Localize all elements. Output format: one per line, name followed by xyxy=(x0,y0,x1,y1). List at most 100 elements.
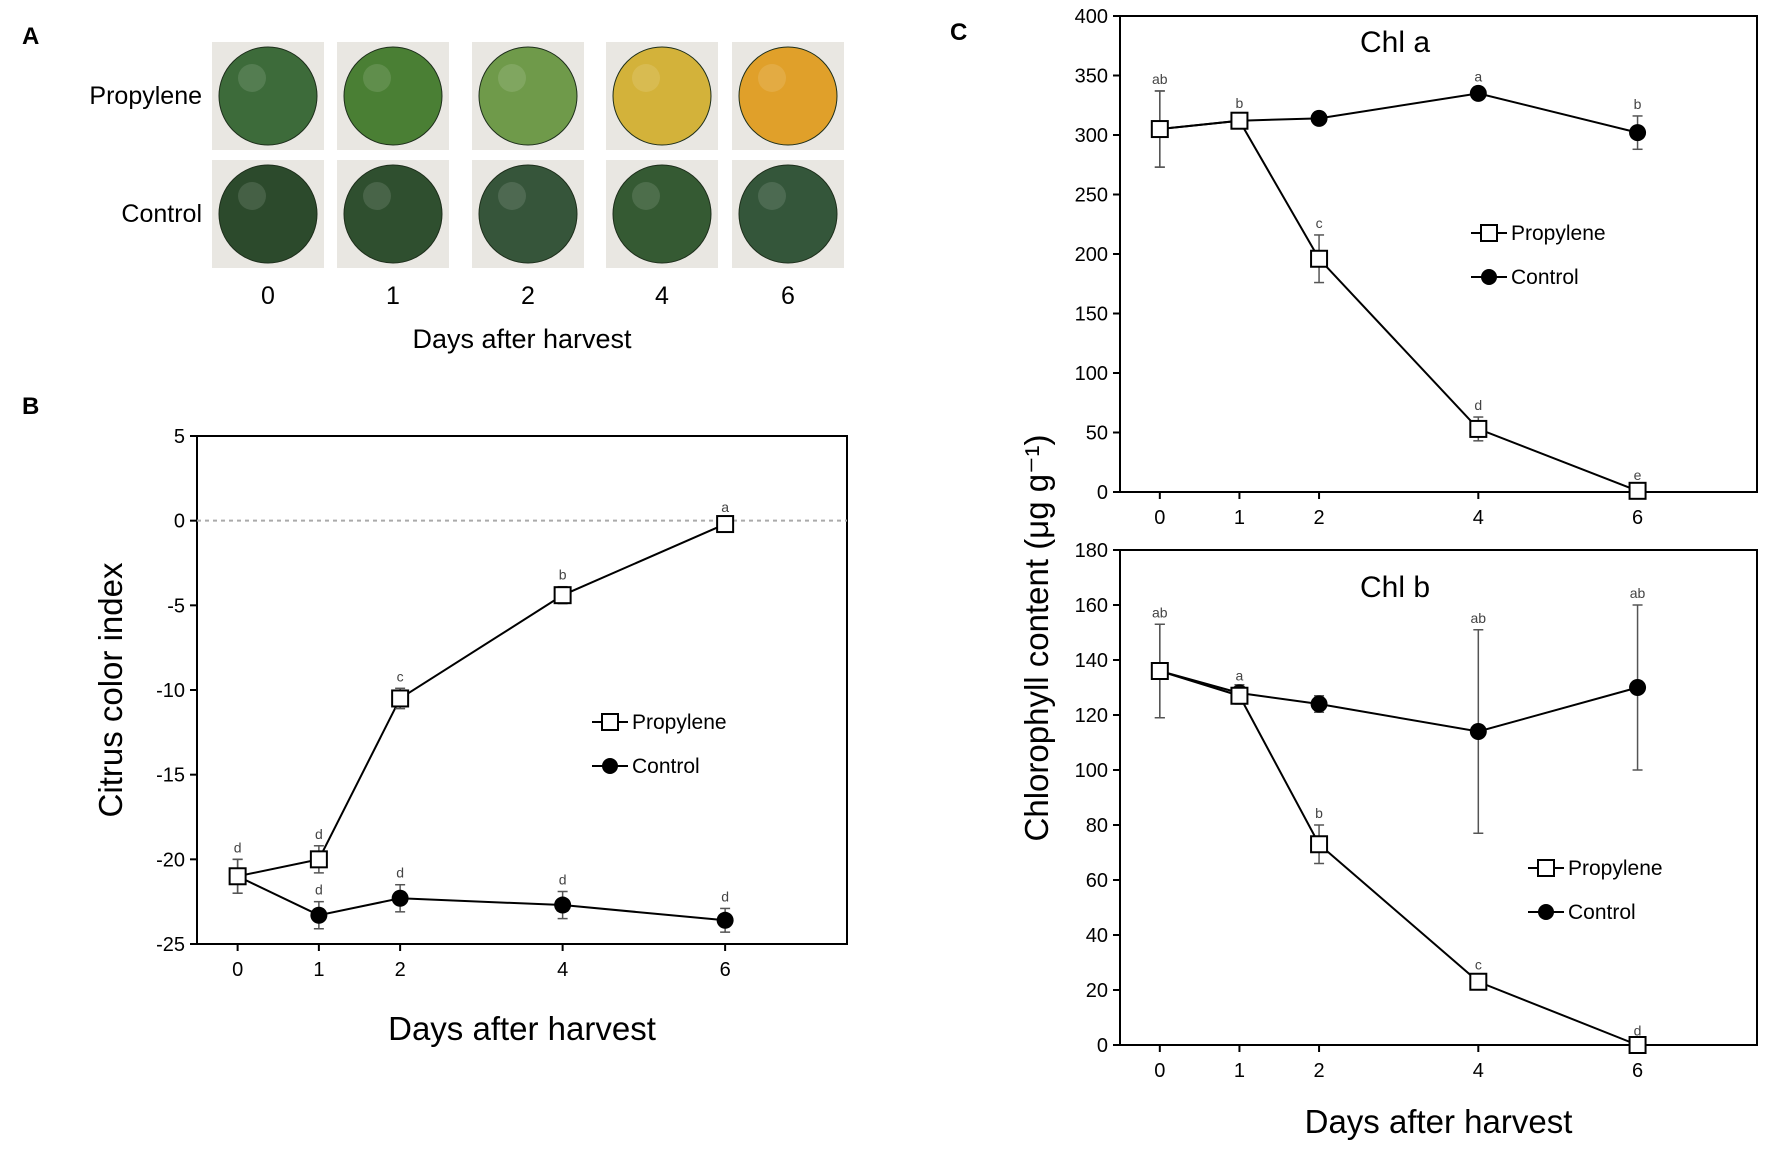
plot-frame xyxy=(196,435,848,945)
fruit-highlight xyxy=(758,64,786,92)
y-tick-label: 140 xyxy=(1075,650,1108,672)
y-tick-label: -15 xyxy=(156,765,185,787)
fruit-photo xyxy=(478,164,578,264)
day-label: 6 xyxy=(781,282,795,310)
propylene-point xyxy=(1628,1036,1647,1054)
propylene-point xyxy=(1310,249,1329,268)
x-axis-title: Days after harvest xyxy=(388,1010,656,1047)
y-tick-label: -25 xyxy=(156,934,185,956)
fruit-photo xyxy=(738,164,838,264)
row-label-propylene: Propylene xyxy=(89,82,202,110)
legend-propylene-marker xyxy=(601,713,619,731)
control-significance-letter: ab xyxy=(1630,585,1646,601)
y-tick-label: 160 xyxy=(1075,595,1108,617)
control-point xyxy=(1629,679,1647,696)
control-point xyxy=(391,889,409,907)
propylene-point xyxy=(1150,662,1169,680)
day-labels: 0 1 2 4 6 xyxy=(261,282,795,310)
y-tick-label: 80 xyxy=(1086,815,1108,837)
fruit-photo xyxy=(612,46,712,146)
x-tick-label: 0 xyxy=(1154,507,1165,529)
fruit-highlight xyxy=(363,64,391,92)
fruit-photo xyxy=(343,164,443,264)
fruit-highlight xyxy=(363,182,391,210)
propylene-point xyxy=(553,586,572,605)
fruit-photo xyxy=(218,164,318,264)
y-tick-label: 0 xyxy=(174,511,185,533)
fruit-highlight xyxy=(238,182,266,210)
x-tick-label: 6 xyxy=(720,959,731,981)
fruit-highlight xyxy=(498,182,526,210)
propylene-significance-letter: b xyxy=(1236,95,1244,111)
propylene-significance-letter: ab xyxy=(1152,71,1168,87)
fruit-highlight xyxy=(758,182,786,210)
fruit-highlight xyxy=(238,64,266,92)
y-tick-label: 250 xyxy=(1075,185,1108,207)
y-tick-label: 0 xyxy=(1097,1035,1108,1057)
propylene-point xyxy=(1469,972,1488,991)
legend-propylene-label: Propylene xyxy=(1568,857,1663,880)
chart-title: Chl b xyxy=(1360,571,1430,604)
legend-control-label: Control xyxy=(1568,901,1636,924)
control-point xyxy=(1629,124,1647,142)
y-tick-label: 60 xyxy=(1086,870,1108,892)
fruit-photo xyxy=(478,46,578,146)
propylene-point xyxy=(309,850,328,869)
chart-citrus-color-index: 5 0 -5 -10 -15 -20 -25 0 1 2 4 6 Days after harvest C… xyxy=(92,426,848,1047)
control-significance-letter: a xyxy=(1474,69,1482,85)
y-tick-label: 50 xyxy=(1086,423,1108,445)
propylene-point xyxy=(1150,120,1169,139)
propylene-line xyxy=(1159,670,1638,1046)
panel-b-letter: B xyxy=(22,393,39,420)
propylene-point xyxy=(1310,835,1329,854)
propylene-significance-letter: d xyxy=(315,826,323,842)
x-tick-label: 1 xyxy=(1234,507,1245,529)
x-tick-label: 1 xyxy=(313,959,324,981)
propylene-significance-letter: b xyxy=(559,567,567,583)
control-point xyxy=(1310,109,1328,127)
chart-chl-b: 180 160 140 120 100 80 60 40 20 0 0 1 2 4 6 Days after … xyxy=(1075,540,1758,1140)
day-label: 0 xyxy=(261,282,275,310)
propylene-point xyxy=(716,515,735,534)
control-point xyxy=(1469,723,1487,740)
y-tick-label: -5 xyxy=(167,595,185,617)
y-tick-label: 120 xyxy=(1075,705,1108,727)
propylene-point xyxy=(1628,481,1647,500)
propylene-significance-letter: d xyxy=(1634,1022,1642,1038)
legend-propylene-label: Propylene xyxy=(632,711,727,734)
propylene-significance-letter: a xyxy=(721,499,729,515)
legend-control-marker xyxy=(602,758,618,774)
y-tick-label: 5 xyxy=(174,426,185,448)
propylene-point xyxy=(1230,111,1249,130)
chlorophyll-ylabel: Chlorophyll content (μg g⁻¹) xyxy=(1018,435,1055,842)
propylene-significance-letter: d xyxy=(1474,397,1482,413)
y-tick-label: 400 xyxy=(1075,6,1108,28)
legend-control-label: Control xyxy=(1511,266,1579,289)
propylene-significance-letter: d xyxy=(234,839,242,855)
fruit-photo-grid xyxy=(212,42,844,268)
y-tick-label: 20 xyxy=(1086,980,1108,1002)
control-point xyxy=(1469,84,1487,102)
propylene-point xyxy=(391,689,410,708)
control-significance-letter: ab xyxy=(1471,610,1487,626)
fruit-photo xyxy=(738,46,838,146)
day-label: 2 xyxy=(521,282,535,310)
control-significance-letter: d xyxy=(721,888,729,904)
plot-frame xyxy=(1119,15,1758,493)
fruit-photo xyxy=(343,46,443,146)
y-tick-label: 300 xyxy=(1075,125,1108,147)
legend-control-marker xyxy=(1481,269,1497,285)
y-tick-label: 0 xyxy=(1097,482,1108,504)
legend-control-marker xyxy=(1538,904,1554,920)
propylene-point xyxy=(1469,419,1488,438)
propylene-significance-letter: e xyxy=(1634,467,1642,483)
panel-a-xlabel: Days after harvest xyxy=(412,324,632,354)
control-significance-letter: d xyxy=(396,865,404,881)
legend-control-label: Control xyxy=(632,755,700,778)
legend-propylene-marker xyxy=(1480,224,1498,242)
panel-a-letter: A xyxy=(22,23,39,50)
x-tick-label: 6 xyxy=(1632,507,1643,529)
x-tick-label: 4 xyxy=(557,959,568,981)
fruit-highlight xyxy=(632,182,660,210)
fruit-photo xyxy=(612,164,712,264)
